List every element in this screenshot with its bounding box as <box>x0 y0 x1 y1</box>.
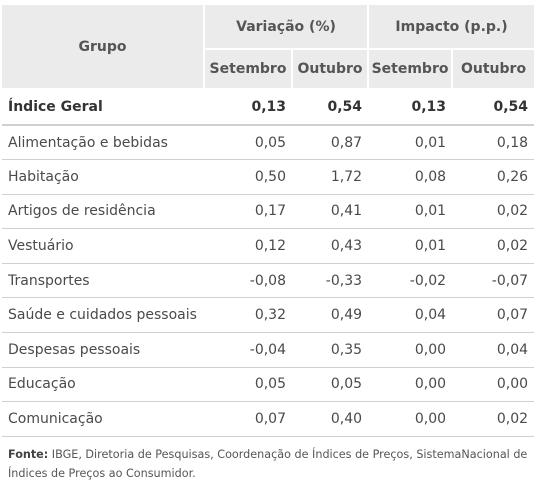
table-body: Índice Geral 0,13 0,54 0,13 0,54 Aliment… <box>2 89 535 437</box>
cell-impacto-outubro: 0,04 <box>452 332 535 368</box>
cell-variacao-outubro: 0,41 <box>292 194 369 230</box>
cell-variacao-setembro: -0,08 <box>204 263 292 299</box>
cell-impacto-outubro: 0,02 <box>452 228 535 264</box>
cell-grupo: Despesas pessoais <box>2 332 204 368</box>
table-row: Transportes -0,08 -0,33 -0,02 -0,07 <box>2 263 535 299</box>
cell-variacao-outubro: 0,49 <box>292 297 369 334</box>
cell-impacto-outubro: 0,26 <box>452 159 535 195</box>
source-label: Fonte: <box>8 448 49 461</box>
table-row-indice-geral: Índice Geral 0,13 0,54 0,13 0,54 <box>2 89 535 126</box>
cell-variacao-setembro: 0,13 <box>204 89 292 126</box>
table-row: Despesas pessoais -0,04 0,35 0,00 0,04 <box>2 332 535 368</box>
table-header: Grupo Variação (%) Impacto (p.p.) Setemb… <box>2 5 535 90</box>
table-row: Comunicação 0,07 0,40 0,00 0,02 <box>2 401 535 437</box>
cell-grupo: Transportes <box>2 263 204 299</box>
cell-variacao-setembro: 0,05 <box>204 125 292 161</box>
cell-impacto-setembro: 0,00 <box>368 401 453 437</box>
table-row: Artigos de residência 0,17 0,41 0,01 0,0… <box>2 194 535 230</box>
cell-impacto-outubro: 0,02 <box>452 194 535 230</box>
cell-grupo: Alimentação e bebidas <box>2 125 204 161</box>
cell-impacto-setembro: 0,08 <box>368 159 453 195</box>
cell-impacto-setembro: 0,01 <box>368 228 453 264</box>
cell-variacao-outubro: 0,40 <box>292 401 369 437</box>
cell-variacao-setembro: 0,32 <box>204 297 292 334</box>
cell-impacto-outubro: 0,07 <box>452 297 535 334</box>
cell-impacto-setembro: 0,13 <box>368 89 453 126</box>
cell-variacao-setembro: 0,05 <box>204 367 292 403</box>
cell-variacao-setembro: 0,07 <box>204 401 292 437</box>
ipca-table: Grupo Variação (%) Impacto (p.p.) Setemb… <box>2 5 535 437</box>
cell-impacto-outubro: 0,00 <box>452 367 535 403</box>
cell-grupo: Artigos de residência <box>2 194 204 230</box>
subheader-variacao-setembro: Setembro <box>204 49 293 90</box>
cell-variacao-setembro: 0,17 <box>204 194 292 230</box>
cell-variacao-setembro: 0,12 <box>204 228 292 264</box>
cell-variacao-outubro: 0,05 <box>292 367 369 403</box>
table-row: Educação 0,05 0,05 0,00 0,00 <box>2 367 535 403</box>
cell-variacao-outubro: -0,33 <box>292 263 369 299</box>
cell-impacto-outubro: 0,02 <box>452 401 535 437</box>
cell-variacao-setembro: 0,50 <box>204 159 292 195</box>
subheader-impacto-setembro: Setembro <box>368 49 454 90</box>
cell-variacao-outubro: 0,43 <box>292 228 369 264</box>
cell-impacto-setembro: 0,01 <box>368 125 453 161</box>
cell-impacto-setembro: 0,04 <box>368 297 453 334</box>
table-row: Alimentação e bebidas 0,05 0,87 0,01 0,1… <box>2 125 535 161</box>
cell-variacao-outubro: 0,87 <box>292 125 369 161</box>
header-impacto: Impacto (p.p.) <box>368 5 535 50</box>
cell-grupo: Índice Geral <box>2 89 204 126</box>
cell-variacao-outubro: 0,54 <box>292 89 369 126</box>
cell-grupo: Vestuário <box>2 228 204 264</box>
cell-impacto-setembro: 0,01 <box>368 194 453 230</box>
subheader-impacto-outubro: Outubro <box>452 49 535 90</box>
cell-variacao-outubro: 0,35 <box>292 332 369 368</box>
source-text: IBGE, Diretoria de Pesquisas, Coordenaçã… <box>8 448 528 480</box>
ipca-table-container: Grupo Variação (%) Impacto (p.p.) Setemb… <box>2 5 535 437</box>
cell-grupo: Habitação <box>2 159 204 195</box>
subheader-variacao-outubro: Outubro <box>292 49 370 90</box>
cell-impacto-outubro: -0,07 <box>452 263 535 299</box>
cell-variacao-setembro: -0,04 <box>204 332 292 368</box>
table-row: Vestuário 0,12 0,43 0,01 0,02 <box>2 228 535 264</box>
cell-grupo: Comunicação <box>2 401 204 437</box>
header-grupo: Grupo <box>2 5 205 90</box>
cell-impacto-setembro: 0,00 <box>368 367 453 403</box>
header-variacao: Variação (%) <box>204 5 370 50</box>
table-row: Saúde e cuidados pessoais 0,32 0,49 0,04… <box>2 297 535 334</box>
cell-grupo: Educação <box>2 367 204 403</box>
cell-impacto-setembro: -0,02 <box>368 263 453 299</box>
cell-grupo: Saúde e cuidados pessoais <box>2 297 204 334</box>
cell-variacao-outubro: 1,72 <box>292 159 369 195</box>
cell-impacto-outubro: 0,54 <box>452 89 535 126</box>
source-note: Fonte: IBGE, Diretoria de Pesquisas, Coo… <box>8 445 534 483</box>
cell-impacto-setembro: 0,00 <box>368 332 453 368</box>
cell-impacto-outubro: 0,18 <box>452 125 535 161</box>
table-row: Habitação 0,50 1,72 0,08 0,26 <box>2 159 535 195</box>
